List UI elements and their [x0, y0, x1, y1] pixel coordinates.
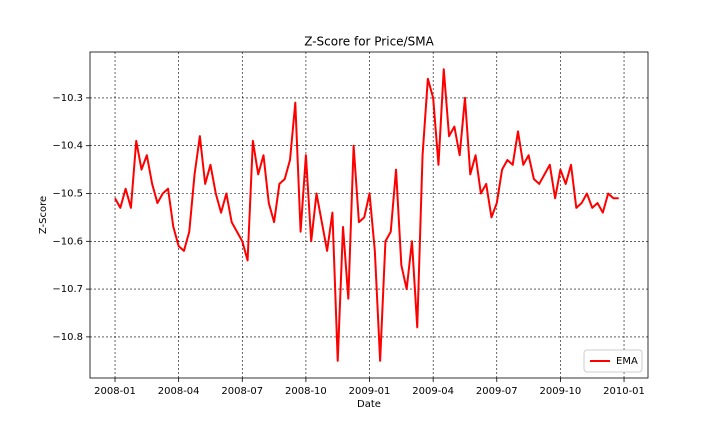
y-tick-label: −10.6 — [52, 236, 83, 247]
x-tick-label: 2008-07 — [221, 386, 263, 397]
x-tick-label: 2008-04 — [158, 386, 200, 397]
legend-box — [583, 349, 643, 373]
data-line — [114, 68, 619, 362]
y-tick-label: −10.3 — [52, 93, 83, 104]
chart-title: Z-Score for Price/SMA — [304, 35, 434, 49]
plot-frame — [89, 51, 649, 379]
x-tick-label: 2009-04 — [412, 386, 454, 397]
x-tick-label: 2008-01 — [94, 386, 136, 397]
legend-label: EMA — [616, 356, 638, 367]
y-tick-label: −10.7 — [52, 284, 83, 295]
x-axis-label: Date — [357, 399, 381, 410]
y-tick-label: −10.8 — [52, 332, 83, 343]
x-tick-label: 2009-01 — [349, 386, 391, 397]
y-axis-label: Z-Score — [38, 196, 49, 234]
y-tick-label: −10.5 — [52, 188, 83, 199]
x-tick-label: 2009-07 — [476, 386, 518, 397]
y-tick-label: −10.4 — [52, 141, 83, 152]
x-tick-label: 2009-10 — [540, 386, 582, 397]
x-tick-label: 2010-01 — [603, 386, 645, 397]
x-tick-label: 2008-10 — [285, 386, 327, 397]
